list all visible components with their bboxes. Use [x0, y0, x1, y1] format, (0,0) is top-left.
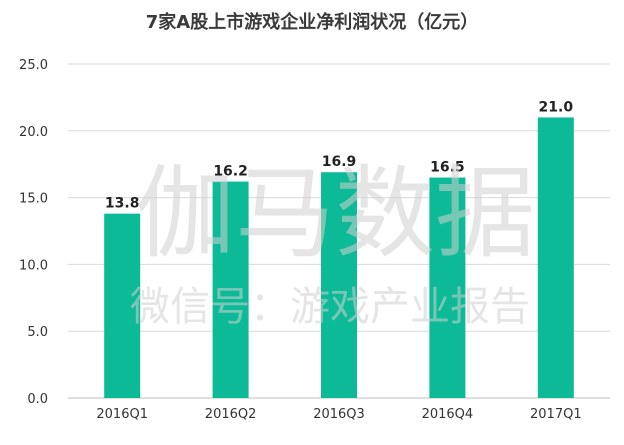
- data-label: 13.8: [105, 196, 140, 212]
- bar-2016Q1: [104, 213, 141, 398]
- x-category-label: 2016Q1: [96, 407, 148, 422]
- watermark-sub-text: 微信号：游戏产业报告: [130, 284, 530, 330]
- y-tick-label: 20.0: [19, 125, 48, 140]
- x-category-label: 2016Q4: [422, 407, 474, 422]
- chart-title: 7家A股上市游戏企业净利润状况（亿元）: [146, 11, 478, 33]
- x-category-label: 2016Q2: [205, 407, 257, 422]
- y-tick-label: 0.0: [27, 392, 48, 407]
- data-label: 16.2: [213, 164, 248, 180]
- data-labels: 13.8 16.2 16.9 16.5 21.0: [105, 99, 573, 211]
- x-category-label: 2017Q1: [530, 407, 582, 422]
- bar-2017Q1: [537, 117, 574, 398]
- data-label: 16.5: [430, 160, 465, 176]
- bars: [104, 117, 574, 398]
- x-category-label: 2016Q3: [313, 407, 365, 422]
- y-tick-label: 15.0: [19, 192, 48, 207]
- y-tick-label: 25.0: [19, 58, 48, 73]
- bar-2016Q2: [212, 181, 249, 398]
- watermark: 伽马数据 微信号：游戏产业报告: [130, 155, 535, 330]
- data-label: 21.0: [539, 99, 574, 115]
- y-tick-label: 10.0: [19, 258, 48, 273]
- bar-2016Q3: [321, 172, 357, 398]
- y-axis-tick-labels: 0.0 5.0 10.0 15.0 20.0 25.0: [19, 58, 48, 407]
- watermark-main-text: 伽马数据: [135, 155, 535, 272]
- y-tick-label: 5.0: [27, 325, 48, 340]
- data-label: 16.9: [322, 154, 357, 170]
- x-axis-category-labels: 2016Q1 2016Q2 2016Q3 2016Q4 2017Q1: [96, 407, 581, 422]
- bar-2016Q4: [429, 177, 466, 398]
